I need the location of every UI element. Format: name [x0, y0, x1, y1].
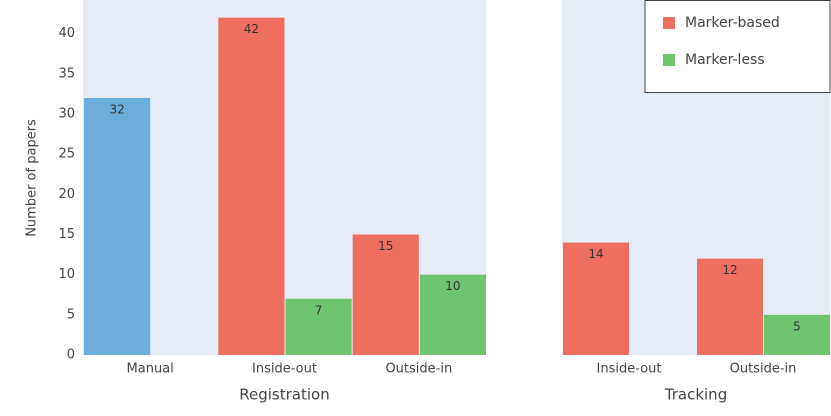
bar — [84, 97, 151, 356]
x-tick-label: Outside-in — [385, 362, 452, 377]
x-axis-title: Tracking — [664, 386, 727, 404]
legend-box — [644, 0, 831, 93]
bar — [352, 234, 419, 355]
bar — [563, 242, 629, 355]
x-tick-label: Inside-out — [597, 362, 662, 377]
x-tick-label: Inside-out — [252, 362, 317, 377]
y-tick-label: 15 — [58, 227, 75, 242]
value-label: 42 — [244, 22, 259, 36]
y-tick-label: 30 — [58, 107, 75, 122]
legend-swatch — [663, 17, 675, 29]
y-tick-label: 10 — [58, 267, 75, 282]
y-tick-label: 40 — [58, 26, 75, 41]
legend-label: Marker-based — [685, 15, 780, 31]
value-label: 12 — [722, 263, 737, 277]
bar — [285, 298, 352, 355]
x-tick-label: Manual — [127, 362, 174, 377]
value-label: 15 — [378, 239, 393, 253]
legend-swatch — [663, 54, 675, 66]
x-tick-label: Outside-in — [730, 362, 797, 377]
bar — [764, 314, 830, 355]
value-label: 5 — [793, 319, 801, 333]
y-tick-label: 0 — [67, 348, 75, 363]
y-tick-label: 25 — [58, 147, 75, 162]
y-tick-label: 5 — [67, 307, 75, 322]
y-tick-label: 35 — [58, 66, 75, 81]
value-label: 10 — [445, 279, 460, 293]
bar — [697, 258, 763, 355]
y-axis-title: Number of papers — [25, 119, 40, 237]
bar — [419, 274, 486, 355]
y-tick-label: 20 — [58, 187, 75, 202]
legend-label: Marker-less — [685, 52, 765, 68]
bar — [218, 17, 285, 356]
x-axis-title: Registration — [239, 386, 329, 404]
value-label: 7 — [315, 303, 323, 317]
value-label: 14 — [588, 247, 603, 261]
value-label: 32 — [109, 102, 124, 116]
